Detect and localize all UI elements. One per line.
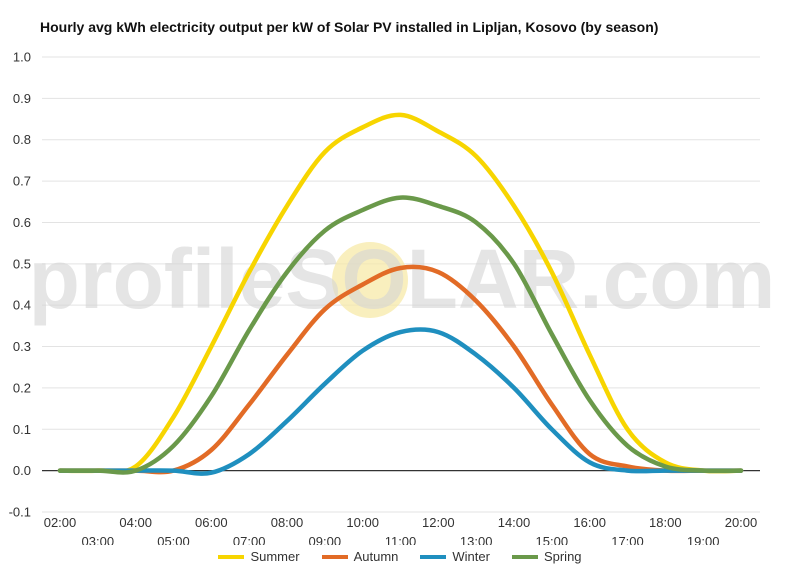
- watermark: profileSOLAR.com: [29, 232, 776, 326]
- x-tick-label: 15:00: [536, 534, 569, 545]
- y-tick-label: 0.1: [13, 422, 31, 437]
- y-tick-label: 1.0: [13, 50, 31, 65]
- y-tick-label: 0.9: [13, 91, 31, 106]
- y-tick-label: 0.0: [13, 463, 31, 478]
- legend-swatch-summer: [218, 554, 245, 559]
- legend-label-spring: Spring: [543, 549, 582, 564]
- x-tick-label: 07:00: [233, 534, 266, 545]
- x-tick-label: 11:00: [385, 534, 417, 545]
- y-tick-label: 0.4: [13, 298, 31, 313]
- y-axis-ticks: 1.0 0.9 0.8 0.7 0.6 0.5 0.4 0.3 0.2 0.1 0.0 -0.1: [9, 50, 31, 520]
- legend: Summer Autumn Winter Spring: [0, 549, 800, 564]
- x-tick-label: 09:00: [309, 534, 342, 545]
- x-tick-label: 16:00: [573, 515, 606, 530]
- y-tick-label: -0.1: [9, 505, 31, 520]
- series-lines: [57, 112, 744, 476]
- series-line-winter: [57, 327, 744, 476]
- legend-swatch-winter: [420, 554, 447, 559]
- series-line-summer: [57, 112, 744, 474]
- x-tick-label: 03:00: [82, 534, 115, 545]
- x-axis-ticks: 02:00 03:00 04:00 05:00 06:00 07:00 08:00 09:00…: [44, 515, 758, 545]
- y-tick-label: 0.7: [13, 174, 31, 189]
- x-tick-label: 17:00: [611, 534, 644, 545]
- y-tick-label: 0.2: [13, 380, 31, 395]
- legend-swatch-spring: [511, 554, 538, 559]
- x-tick-label: 10:00: [346, 515, 379, 530]
- legend-item-winter[interactable]: Winter: [420, 549, 490, 564]
- x-tick-label: 06:00: [195, 515, 228, 530]
- watermark-text: profileSOLAR.com: [29, 232, 776, 326]
- y-tick-label: 0.6: [13, 215, 31, 230]
- x-tick-label: 18:00: [649, 515, 682, 530]
- legend-swatch-autumn: [321, 554, 348, 559]
- x-tick-label: 20:00: [725, 515, 758, 530]
- y-tick-label: 0.8: [13, 132, 31, 147]
- line-chart: profileSOLAR.com 1.0 0.9 0.8 0.7 0.6 0.5 0.4 0.…: [9, 50, 776, 546]
- legend-item-summer[interactable]: Summer: [218, 549, 300, 564]
- chart-title: Hourly avg kWh electricity output per kW…: [40, 19, 659, 35]
- x-tick-label: 13:00: [460, 534, 493, 545]
- legend-item-spring[interactable]: Spring: [511, 549, 582, 564]
- legend-label-summer: Summer: [250, 549, 300, 564]
- x-tick-label: 08:00: [271, 515, 304, 530]
- y-tick-label: 0.3: [13, 339, 31, 354]
- legend-label-autumn: Autumn: [353, 549, 399, 564]
- legend-item-autumn[interactable]: Autumn: [321, 549, 399, 564]
- x-tick-label: 19:00: [687, 534, 720, 545]
- x-tick-label: 05:00: [157, 534, 190, 545]
- x-tick-label: 12:00: [422, 515, 455, 530]
- x-tick-label: 02:00: [44, 515, 77, 530]
- x-tick-label: 14:00: [498, 515, 531, 530]
- x-tick-label: 04:00: [119, 515, 152, 530]
- series-line-spring: [57, 195, 744, 475]
- legend-label-winter: Winter: [452, 549, 490, 564]
- y-tick-label: 0.5: [13, 256, 31, 271]
